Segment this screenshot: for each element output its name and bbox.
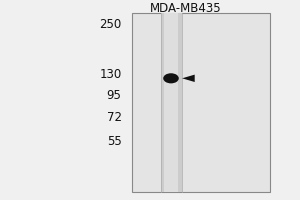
Bar — [132, 13, 270, 192]
Bar — [160, 13, 182, 192]
Polygon shape — [182, 75, 195, 82]
Bar — [164, 13, 178, 192]
Ellipse shape — [163, 73, 179, 83]
Text: 55: 55 — [107, 135, 122, 148]
Text: MDA-MB435: MDA-MB435 — [150, 2, 222, 15]
Text: 95: 95 — [106, 89, 122, 102]
Text: 72: 72 — [106, 111, 122, 124]
Text: 130: 130 — [99, 68, 122, 81]
Text: 250: 250 — [99, 18, 122, 31]
